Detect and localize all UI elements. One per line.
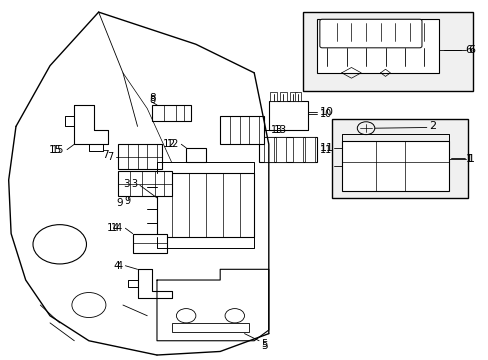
Text: 3: 3 bbox=[123, 179, 130, 189]
Bar bbox=[294, 93, 301, 102]
Text: 12: 12 bbox=[163, 139, 176, 149]
Text: 15: 15 bbox=[49, 145, 62, 155]
Bar bbox=[302, 12, 472, 91]
Text: 9: 9 bbox=[116, 198, 122, 208]
Text: 4: 4 bbox=[114, 261, 120, 271]
Text: 10: 10 bbox=[319, 107, 333, 117]
Text: 8: 8 bbox=[148, 93, 155, 103]
Bar bbox=[331, 119, 467, 198]
Bar bbox=[118, 144, 162, 169]
Text: 11: 11 bbox=[319, 143, 333, 153]
Bar bbox=[132, 234, 166, 253]
Text: 8: 8 bbox=[149, 95, 155, 105]
Bar bbox=[220, 116, 264, 144]
Bar bbox=[157, 173, 254, 237]
Text: 6: 6 bbox=[467, 45, 474, 55]
Text: 2: 2 bbox=[428, 121, 435, 131]
Bar bbox=[305, 137, 314, 162]
Bar bbox=[341, 141, 448, 191]
Text: 14: 14 bbox=[110, 223, 122, 233]
Text: 6: 6 bbox=[465, 45, 472, 55]
Bar bbox=[276, 137, 285, 162]
Text: 4: 4 bbox=[117, 261, 122, 271]
Bar bbox=[280, 93, 286, 102]
Bar bbox=[186, 148, 205, 162]
Text: 7: 7 bbox=[107, 152, 113, 162]
Bar bbox=[171, 323, 249, 332]
Text: 3: 3 bbox=[131, 179, 137, 189]
Text: 9: 9 bbox=[124, 197, 131, 206]
Bar bbox=[270, 93, 277, 102]
Text: 13: 13 bbox=[273, 125, 286, 135]
Text: 1: 1 bbox=[467, 154, 474, 163]
Text: 5: 5 bbox=[261, 341, 267, 351]
FancyBboxPatch shape bbox=[319, 19, 421, 48]
Text: 1: 1 bbox=[465, 154, 472, 163]
Text: 14: 14 bbox=[107, 223, 120, 233]
Bar bbox=[152, 105, 191, 121]
Text: 10: 10 bbox=[319, 109, 331, 119]
Text: 11: 11 bbox=[319, 145, 331, 155]
Bar bbox=[118, 171, 171, 196]
Bar bbox=[259, 137, 317, 162]
Text: 7: 7 bbox=[102, 150, 108, 160]
Text: 15: 15 bbox=[52, 145, 64, 155]
Bar bbox=[289, 93, 296, 102]
Bar bbox=[268, 102, 307, 130]
Bar bbox=[292, 137, 302, 162]
Bar bbox=[264, 137, 273, 162]
Text: 5: 5 bbox=[261, 339, 267, 349]
Text: 13: 13 bbox=[271, 125, 283, 135]
Bar bbox=[317, 19, 438, 73]
Text: 12: 12 bbox=[166, 139, 179, 149]
